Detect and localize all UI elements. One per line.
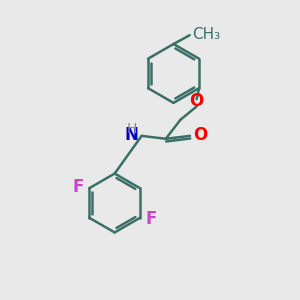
Text: H: H: [126, 122, 136, 136]
Text: O: O: [190, 92, 204, 110]
Text: F: F: [73, 178, 84, 196]
Text: CH₃: CH₃: [192, 27, 220, 42]
Text: O: O: [194, 126, 208, 144]
Text: F: F: [146, 210, 157, 228]
Text: N: N: [124, 126, 138, 144]
